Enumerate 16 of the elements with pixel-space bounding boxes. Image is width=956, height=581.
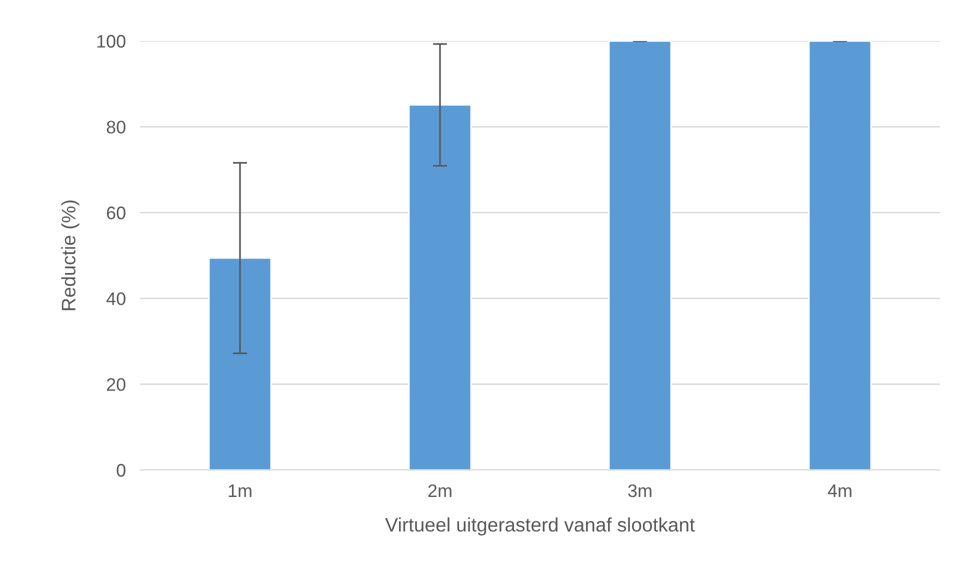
y-tick-label: 0 (116, 464, 126, 477)
x-tick-label: 2m (428, 484, 452, 497)
y-tick-label: 20 (106, 378, 126, 391)
y-tick-label: 60 (106, 206, 126, 220)
y-axis-title: Reductie (%) (61, 200, 80, 310)
bar (808, 41, 872, 470)
bar (608, 41, 672, 470)
bar (408, 104, 472, 470)
y-tick-label: 100 (97, 34, 126, 48)
x-tick-label: 4m (828, 484, 852, 497)
x-tick-label: 1m (228, 484, 252, 497)
bar (208, 257, 272, 470)
x-tick-label: 3m (628, 484, 652, 498)
x-axis-title: Virtueel uitgerasterd vanaf slootkant (385, 517, 695, 536)
y-tick-label: 80 (106, 120, 126, 134)
y-tick-label: 40 (106, 292, 126, 306)
